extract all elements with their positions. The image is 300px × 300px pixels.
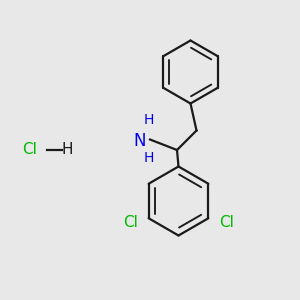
Text: H: H [143,113,154,128]
Text: Cl: Cl [123,215,138,230]
Text: Cl: Cl [219,215,234,230]
Text: H: H [143,151,154,165]
Text: N: N [133,132,146,150]
Text: Cl: Cl [22,142,38,158]
Text: H: H [62,142,73,158]
